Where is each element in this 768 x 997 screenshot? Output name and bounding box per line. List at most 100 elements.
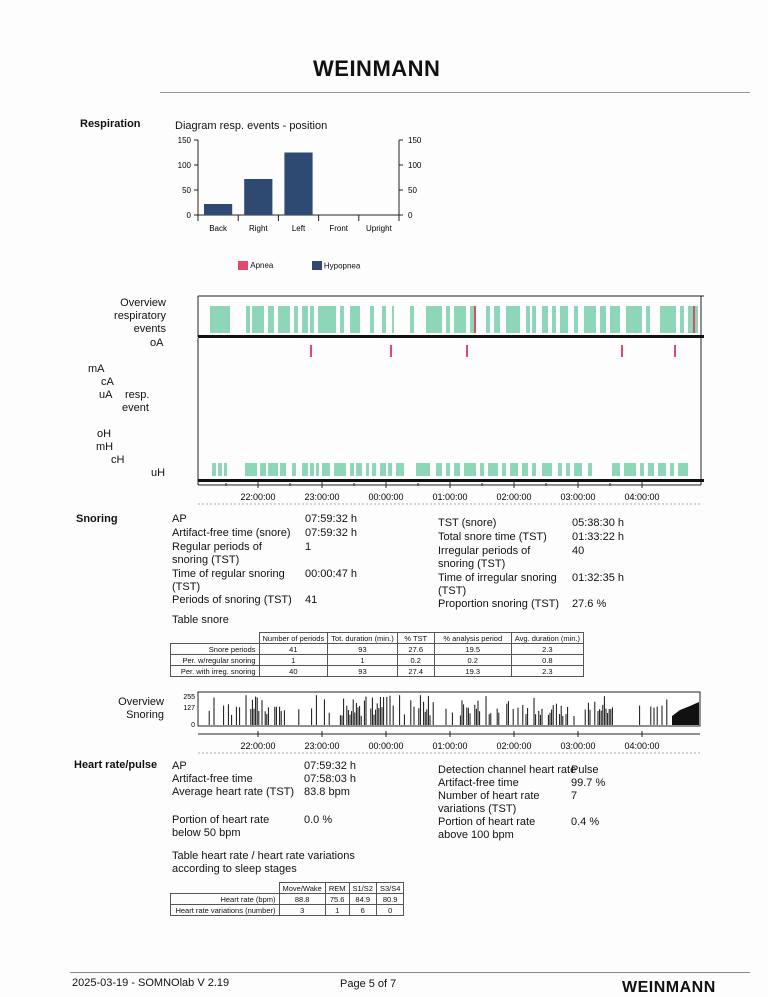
snore-periods-value: 41 (305, 594, 318, 606)
uH-event-block (212, 463, 216, 476)
table-cell: 27.4 (396, 665, 435, 677)
uH-event-block (670, 463, 674, 476)
heart-table-header: Move/Wake (278, 882, 326, 894)
table-row-label: Per. w/regular snoring (170, 654, 260, 666)
snoring-time-tick-label: 04:00:00 (624, 741, 659, 751)
resp-overview-label-1: Overview (120, 297, 166, 309)
y-tick-label-left: 0 (187, 211, 192, 220)
table-cell: 19.5 (433, 643, 512, 655)
main-bottom-divider (198, 479, 704, 482)
uH-event-block (522, 463, 528, 476)
footer-rule (70, 972, 750, 973)
time-tick-label: 22:00:00 (240, 492, 275, 502)
overview-event-block (294, 306, 298, 333)
heart-average-value: 83.8 bpm (304, 786, 350, 798)
uH-event-block (316, 463, 319, 476)
snore-artifact-value: 07:59:32 h (305, 527, 357, 539)
uH-event-block (280, 463, 286, 476)
overview-event-block (506, 306, 520, 333)
uH-event-block (640, 463, 644, 476)
overview-divider (198, 335, 704, 338)
overview-event-block (646, 306, 650, 333)
snore-periods-key: Periods of snoring (TST) (172, 594, 292, 606)
y-tick-label-left: 50 (182, 186, 191, 195)
table-cell: 2.3 (510, 643, 585, 655)
snore-table: Number of periods Tot. duration (min.) %… (170, 632, 585, 677)
table-row-label: Snore periods (170, 643, 260, 655)
uH-event-block (372, 463, 376, 476)
x-tick-label: Front (329, 224, 348, 233)
overview-event-block (382, 306, 386, 333)
overview-event-block (574, 306, 578, 333)
footer-page: Page 5 of 7 (340, 978, 397, 990)
snore-table-header: % analysis period (433, 632, 512, 644)
snoring-left-kv: AP 07:59:32 h Artifact-free time (snore)… (172, 513, 422, 608)
overview-event-block (246, 306, 250, 333)
table-cell: 0.2 (396, 654, 435, 666)
overview-event-block (310, 306, 314, 333)
uH-event-block (380, 463, 386, 476)
heart-table-header: S3/S4 (375, 882, 405, 894)
snoring-time-tick-label: 03:00:00 (560, 741, 595, 751)
row-label-uH: uH (151, 467, 166, 479)
header-logo: WEINMANN (313, 56, 441, 81)
heart-artifact-value: 07:58:03 h (304, 773, 356, 785)
uH-event-block (558, 463, 562, 476)
snoring-overview-label: Overview Snoring (108, 696, 164, 722)
overview-event-block (610, 306, 620, 333)
snoring-time-tick-label: 02:00:00 (496, 741, 531, 751)
snoring-time-tick-label: 01:00:00 (432, 741, 467, 751)
resp-event-label-1: resp. (125, 389, 150, 401)
table-cell: 6 (348, 904, 377, 916)
uH-event-block (245, 463, 257, 476)
snore-irregular-periods-key: Irregular periods of snoring (TST) (438, 545, 531, 570)
time-tick-label: 01:00:00 (432, 492, 467, 502)
uH-event-block (532, 463, 536, 476)
uH-event-block (292, 463, 296, 476)
overview-event-block (278, 306, 290, 333)
overview-event-block (302, 306, 308, 333)
x-tick-label: Left (292, 224, 306, 233)
legend-apnea-label: Apnea (250, 261, 274, 271)
snoring-time-tick-label: 00:00:00 (368, 741, 403, 751)
bar-hypopnea (204, 204, 233, 215)
footer-logo: WEINMANN (622, 979, 716, 996)
y-tick-label-right: 150 (408, 136, 422, 145)
heart-artifact-key: Artifact-free time (172, 773, 253, 785)
overview-event-block (680, 306, 684, 333)
uH-event-block (502, 463, 506, 476)
y-tick-label-right: 100 (408, 161, 422, 170)
snore-total-time-value: 01:33:22 h (572, 531, 624, 543)
resp-events-overview-plot: 22:00:00 23:00:00 00:00:00 01:00:00 02:00:00… (197, 295, 704, 505)
overview-event-block (660, 306, 676, 333)
uH-event-block (480, 463, 484, 476)
overview-event-block (410, 306, 414, 333)
table-row: Per. with irreg. snoring 40 93 27.4 19.3… (170, 665, 585, 677)
heart-channel-key: Detection channel heart rate (438, 764, 577, 776)
legend-apnea-swatch (238, 261, 248, 271)
table-cell: 93 (327, 643, 398, 655)
snore-regular-time-key: Time of regular snoring (TST) (172, 568, 285, 593)
uH-event-block (510, 463, 518, 476)
snore-ap-value: 07:59:32 h (305, 513, 357, 525)
snoring-time-tick-label: 22:00:00 (240, 741, 275, 751)
snore-table-header: Number of periods (258, 632, 329, 644)
snore-irregular-time-value: 01:32:35 h (572, 572, 624, 584)
overview-event-block (532, 306, 536, 333)
snoring-time-tick-label: 23:00:00 (304, 741, 339, 751)
uH-event-block (542, 463, 552, 476)
snoring-overview-label-2: Snoring (126, 709, 164, 721)
snoring-y-tick-label: 255 (183, 694, 195, 701)
resp-event-label-2: event (122, 402, 149, 414)
time-tick-label: 00:00:00 (368, 492, 403, 502)
uH-event-block (588, 463, 592, 476)
uH-event-block (322, 463, 330, 476)
bar-hypopnea (284, 152, 313, 215)
uH-event-block (388, 463, 392, 476)
snore-ap-key: AP (172, 513, 187, 525)
table-row: Heart rate (bpm) 88.8 75.6 84.9 80.9 (170, 893, 405, 905)
respiration-section-title: Respiration (80, 118, 141, 130)
snoring-plot-frame (197, 691, 701, 727)
uH-event-block (658, 463, 666, 476)
heart-table-title: Table heart rate / heart rate variations… (172, 850, 355, 875)
